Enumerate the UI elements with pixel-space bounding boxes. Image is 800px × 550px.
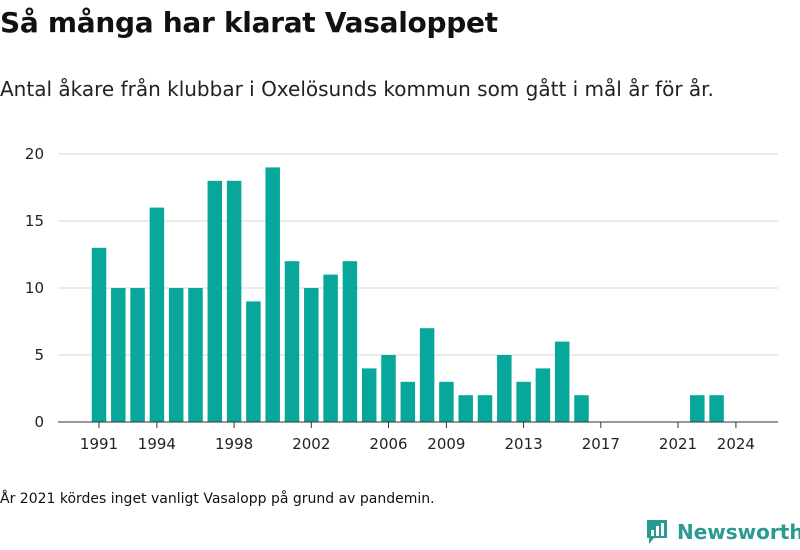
bar (226, 180, 242, 422)
x-tick-label: 2013 (505, 435, 543, 453)
bar (284, 261, 300, 422)
y-tick-label: 0 (34, 413, 44, 431)
bar (554, 341, 570, 422)
newsworthy-logo-icon (647, 520, 667, 544)
y-tick-label: 10 (25, 279, 44, 297)
bar (361, 368, 377, 422)
bar (381, 355, 396, 422)
bar (439, 381, 454, 422)
bar (168, 288, 184, 422)
bar (419, 328, 435, 422)
x-tick-label: 1994 (138, 435, 176, 453)
bar (342, 261, 358, 422)
bar (574, 395, 589, 422)
bar (149, 207, 165, 422)
bar (91, 247, 107, 422)
bar (207, 180, 223, 422)
bar (477, 395, 493, 422)
bar (265, 167, 280, 422)
bar (535, 368, 551, 422)
x-tick-label: 1991 (80, 435, 118, 453)
x-tick-label: 2006 (369, 435, 407, 453)
x-tick-label: 2002 (292, 435, 330, 453)
x-tick-label: 2024 (717, 435, 755, 453)
x-tick-label: 2021 (659, 435, 697, 453)
chart-title: Så många har klarat Vasaloppet (0, 6, 498, 39)
y-tick-label: 20 (25, 145, 44, 163)
bars (91, 167, 724, 422)
chart-subtitle: Antal åkare från klubbar i Oxelösunds ko… (0, 77, 714, 101)
bar (497, 355, 512, 422)
bar (709, 395, 724, 422)
y-tick-label: 15 (25, 212, 44, 230)
bar (690, 395, 705, 422)
bar (188, 288, 203, 422)
x-tick-label: 1998 (215, 435, 253, 453)
bar (458, 395, 473, 422)
brand-logo: Newsworthy (645, 518, 800, 546)
y-tick-label: 5 (34, 346, 44, 364)
x-tick-label: 2009 (427, 435, 465, 453)
bar (400, 381, 416, 422)
x-tick-label: 2017 (582, 435, 620, 453)
bar (516, 381, 531, 422)
grid-lines (58, 153, 778, 356)
bar-chart: 0 5 10 15 20 1991 1994 1998 2002 2006 2009 2013 2017… (25, 145, 778, 453)
bar (111, 288, 126, 422)
bar (130, 288, 145, 422)
bar (246, 301, 261, 422)
axes: 0 5 10 15 20 1991 1994 1998 2002 2006 2009 2013 2017… (25, 145, 778, 453)
brand-name: Newsworthy (677, 520, 800, 544)
bar (323, 274, 338, 422)
footnote: År 2021 kördes inget vanligt Vasalopp på… (0, 491, 435, 507)
bar (304, 288, 319, 422)
